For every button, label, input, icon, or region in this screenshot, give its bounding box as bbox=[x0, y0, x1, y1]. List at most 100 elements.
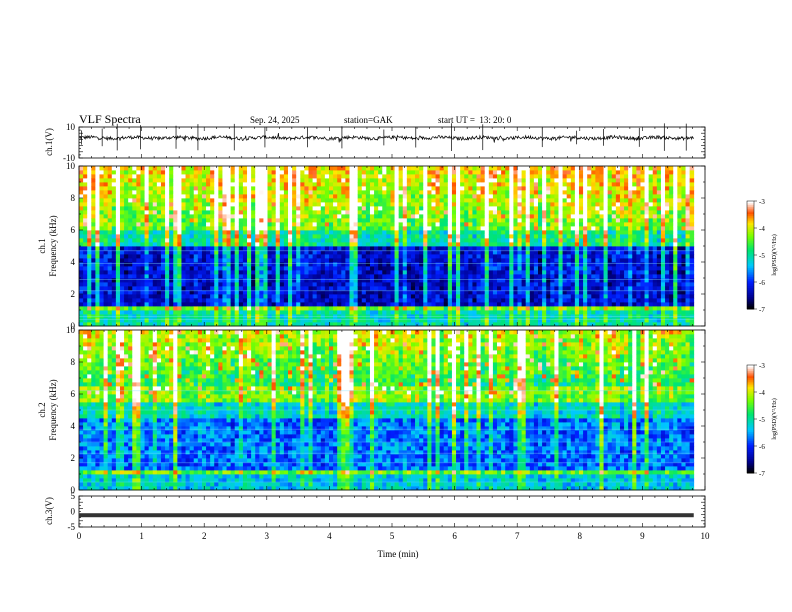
heatmap-cell bbox=[415, 318, 420, 323]
heatmap-cell bbox=[230, 190, 236, 195]
heatmap-cell bbox=[115, 226, 121, 231]
heatmap-cell bbox=[206, 198, 211, 203]
heatmap-cell bbox=[177, 198, 182, 203]
heatmap-cell bbox=[214, 202, 219, 207]
heatmap-cell bbox=[107, 258, 113, 263]
heatmap-cell bbox=[538, 230, 543, 235]
heatmap-cell bbox=[210, 178, 215, 183]
heatmap-cell bbox=[546, 266, 551, 271]
heatmap-cell bbox=[292, 222, 297, 227]
heatmap-cell bbox=[271, 298, 277, 303]
heatmap-cell bbox=[357, 218, 363, 223]
heatmap-cell bbox=[230, 294, 236, 299]
heatmap-cell bbox=[152, 214, 158, 219]
heatmap-cell bbox=[480, 246, 486, 251]
heatmap-cell bbox=[484, 310, 490, 315]
heatmap-cell bbox=[251, 302, 256, 307]
heatmap-cell bbox=[87, 222, 92, 227]
heatmap-cell bbox=[570, 194, 576, 199]
heatmap-cell bbox=[292, 262, 297, 267]
heatmap-cell bbox=[419, 318, 424, 323]
heatmap-cell bbox=[415, 302, 420, 307]
heatmap-cell bbox=[353, 302, 359, 307]
heatmap-cell bbox=[222, 206, 227, 211]
heatmap-cell bbox=[242, 242, 248, 247]
heatmap-cell bbox=[497, 246, 502, 251]
heatmap-cell bbox=[460, 202, 465, 207]
heatmap-cell bbox=[107, 222, 113, 227]
heatmap-cell bbox=[165, 190, 170, 195]
heatmap-cell bbox=[501, 266, 506, 271]
heatmap-cell bbox=[173, 234, 178, 239]
heatmap-cell bbox=[169, 310, 174, 315]
heatmap-cell bbox=[210, 174, 215, 179]
heatmap-cell bbox=[386, 250, 391, 255]
heatmap-cell bbox=[320, 182, 326, 187]
heatmap-cell bbox=[275, 214, 281, 219]
heatmap-cell bbox=[456, 186, 461, 191]
heatmap-cell bbox=[316, 302, 322, 307]
heatmap-cell bbox=[222, 242, 227, 247]
heatmap-cell bbox=[488, 234, 494, 239]
heatmap-cell bbox=[488, 286, 494, 291]
heatmap-cell bbox=[406, 190, 412, 195]
heatmap-cell bbox=[206, 230, 211, 235]
heatmap-cell bbox=[124, 302, 129, 307]
heatmap-cell bbox=[230, 318, 236, 323]
heatmap-cell bbox=[521, 306, 527, 311]
heatmap-cell bbox=[111, 198, 117, 203]
heatmap-cell bbox=[83, 226, 88, 231]
heatmap-cell bbox=[328, 302, 334, 307]
heatmap-cell bbox=[304, 222, 309, 227]
heatmap-cell bbox=[247, 306, 252, 311]
heatmap-cell bbox=[533, 194, 539, 199]
heatmap-cell bbox=[238, 310, 244, 315]
heatmap-cell bbox=[132, 282, 137, 287]
heatmap-cell bbox=[410, 238, 416, 243]
heatmap-cell bbox=[447, 186, 453, 191]
heatmap-cell bbox=[210, 322, 215, 327]
heatmap-cell bbox=[415, 242, 420, 247]
heatmap-cell bbox=[169, 246, 174, 251]
heatmap-cell bbox=[140, 242, 145, 247]
heatmap-cell bbox=[136, 210, 141, 215]
heatmap-cell bbox=[427, 278, 432, 283]
heatmap-cell bbox=[148, 226, 154, 231]
heatmap-cell bbox=[128, 190, 133, 195]
heatmap-cell bbox=[513, 322, 518, 327]
heatmap-cell bbox=[103, 266, 109, 271]
heatmap-cell bbox=[529, 298, 535, 303]
heatmap-cell bbox=[279, 226, 285, 231]
heatmap-cell bbox=[288, 322, 293, 327]
heatmap-cell bbox=[341, 282, 346, 287]
heatmap-cell bbox=[406, 286, 412, 291]
heatmap-cell bbox=[304, 306, 309, 311]
heatmap-cell bbox=[95, 262, 100, 267]
heatmap-cell bbox=[365, 262, 371, 267]
heatmap-cell bbox=[288, 258, 293, 263]
heatmap-cell bbox=[328, 258, 334, 263]
heatmap-cell bbox=[558, 210, 563, 215]
heatmap-cell bbox=[316, 318, 322, 323]
heatmap-cell bbox=[562, 266, 568, 271]
heatmap-cell bbox=[312, 190, 318, 195]
heatmap-cell bbox=[132, 274, 137, 279]
heatmap-cell bbox=[550, 230, 555, 235]
heatmap-cell bbox=[423, 226, 428, 231]
heatmap-cell bbox=[443, 170, 449, 175]
heatmap-cell bbox=[263, 178, 268, 183]
heatmap-cell bbox=[177, 238, 182, 243]
heatmap-cell bbox=[546, 166, 551, 171]
heatmap-cell bbox=[558, 194, 563, 199]
heatmap-cell bbox=[484, 302, 490, 307]
heatmap-cell bbox=[566, 222, 572, 227]
heatmap-cell bbox=[95, 182, 100, 187]
heatmap-cell bbox=[554, 174, 559, 179]
heatmap-cell bbox=[554, 178, 559, 183]
heatmap-cell bbox=[468, 170, 473, 175]
heatmap-cell bbox=[386, 206, 391, 211]
heatmap-cell bbox=[251, 190, 256, 195]
heatmap-cell bbox=[472, 218, 477, 223]
heatmap-cell bbox=[513, 174, 518, 179]
heatmap-cell bbox=[214, 270, 219, 275]
